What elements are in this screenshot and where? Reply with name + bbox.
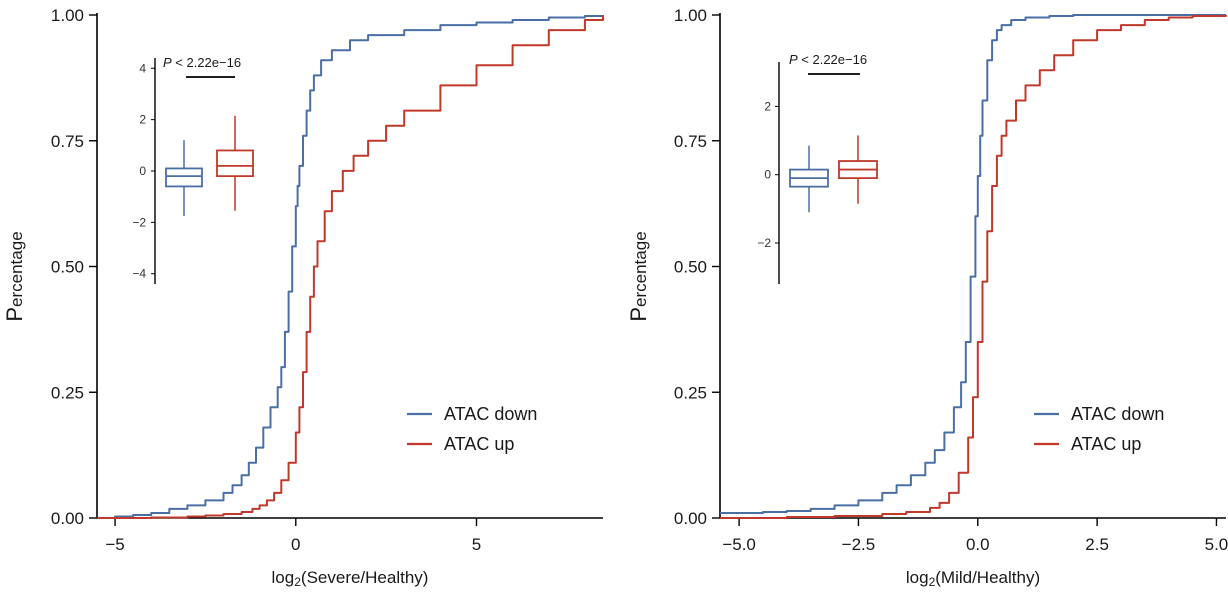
inset-y-tick-label: 0 <box>139 164 146 178</box>
inset-y-tick-label: −4 <box>132 267 146 281</box>
legend-label: ATAC down <box>444 404 537 424</box>
y-tick-label: 0.00 <box>51 509 84 528</box>
legend-label: ATAC up <box>444 434 514 454</box>
series-line-atac-up <box>720 15 1227 519</box>
x-axis-title: log2(Severe/Healthy) <box>272 568 429 589</box>
x-tick-label: −5.0 <box>722 535 756 554</box>
series-line-atac-up <box>97 15 604 519</box>
y-axis-title: Percentage <box>2 231 27 321</box>
y-tick-label: 0.50 <box>674 258 707 277</box>
box-atac-down <box>789 145 829 213</box>
inset-y-tick-label: −2 <box>757 236 771 250</box>
legend-label: ATAC up <box>1071 434 1141 454</box>
x-tick-label: 0 <box>291 535 300 554</box>
y-tick-label: 0.00 <box>674 509 707 528</box>
inset-y-tick-label: 2 <box>139 113 146 127</box>
y-tick-label: 0.75 <box>51 132 84 151</box>
x-tick-label: 2.5 <box>1085 535 1109 554</box>
y-tick-label: 1.00 <box>51 6 84 25</box>
inset-boxplot: −2 0 2 P < 2.22e−16 <box>757 52 878 284</box>
box-atac-up <box>838 135 878 204</box>
inset-y-tick-label: 0 <box>764 168 771 182</box>
y-tick-label: 0.50 <box>51 258 84 277</box>
legend-label: ATAC down <box>1071 404 1164 424</box>
y-tick-label: 0.25 <box>51 383 84 402</box>
x-tick-label: 5 <box>472 535 481 554</box>
y-tick-label: 1.00 <box>674 6 707 25</box>
inset-y-tick-label: 2 <box>764 99 771 113</box>
chart-panel-1: 0.00 0.25 0.50 0.75 1.00 −5 0 5 log2(Severe/Heal… <box>2 6 604 589</box>
y-tick-label: 0.75 <box>674 132 707 151</box>
inset-y-tick-label: −2 <box>132 215 146 229</box>
x-tick-label: 5.0 <box>1205 535 1228 554</box>
x-tick-label: 0.0 <box>966 535 990 554</box>
inset-boxplot: −4 −2 0 2 4 P < 2.22e−16 <box>132 55 254 284</box>
p-value-label: P < 2.22e−16 <box>163 55 241 70</box>
x-axis-title: log2(Mild/Healthy) <box>906 568 1040 589</box>
inset-y-tick-label: 4 <box>139 61 146 75</box>
x-tick-label: −5 <box>105 535 124 554</box>
box-body <box>216 149 254 178</box>
box-body <box>165 167 203 188</box>
series-line-atac-down <box>720 14 1226 514</box>
y-axis-title: Percentage <box>626 231 651 321</box>
p-value-label: P < 2.22e−16 <box>789 52 867 67</box>
series-line-atac-down <box>97 15 604 519</box>
x-tick-label: −2.5 <box>842 535 876 554</box>
box-atac-down <box>165 140 203 216</box>
y-tick-label: 0.25 <box>674 383 707 402</box>
chart-panel-2: 0.00 0.25 0.50 0.75 1.00 −5.0 −2.5 0.0 2.5 5.0 log… <box>626 6 1228 589</box>
box-atac-up <box>216 115 254 211</box>
